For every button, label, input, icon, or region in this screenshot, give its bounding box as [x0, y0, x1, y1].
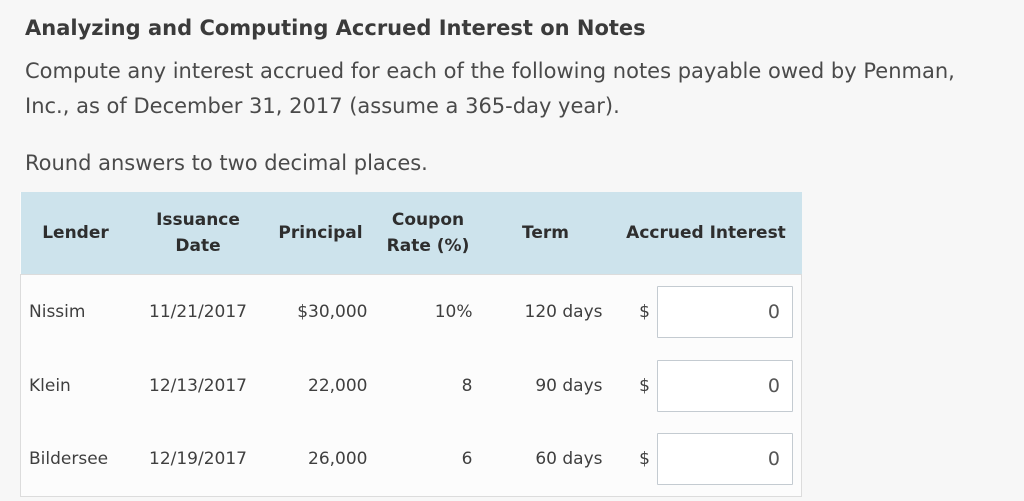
term-cell: 90 days — [535, 375, 603, 396]
table-row: Bildersee 12/19/2017 26,000 6 60 days $ — [21, 423, 802, 497]
table-header-row: Lender Issuance Date Principal Coupon Ra… — [20, 192, 802, 275]
header-accrued-interest: Accrued Interest — [610, 192, 802, 275]
header-coupon-rate: Coupon Rate (%) — [375, 192, 481, 275]
accrued-interest-input[interactable] — [657, 285, 793, 338]
rounding-instruction: Round answers to two decimal places. — [25, 151, 428, 175]
lender-cell: Klein — [29, 375, 71, 396]
principal-cell: 26,000 — [308, 449, 368, 470]
term-cell: 60 days — [535, 449, 603, 470]
currency-symbol: $ — [639, 301, 650, 322]
lender-cell: Nissim — [29, 301, 86, 322]
issuance-date-cell: 12/19/2017 — [149, 449, 247, 470]
coupon-rate-cell: 8 — [461, 375, 473, 396]
coupon-rate-cell: 10% — [434, 301, 473, 322]
accrued-interest-cell: $ — [611, 349, 802, 423]
principal-cell: 22,000 — [308, 375, 368, 396]
issuance-date-cell: 11/21/2017 — [149, 301, 247, 322]
header-lender: Lender — [20, 192, 131, 275]
header-principal: Principal — [265, 192, 376, 275]
table-row: Nissim 11/21/2017 $30,000 10% 120 days $ — [21, 275, 802, 349]
exercise-description: Compute any interest accrued for each of… — [25, 59, 955, 118]
principal-cell: $30,000 — [297, 301, 368, 322]
header-issuance-date: Issuance Date — [130, 192, 266, 275]
accrued-interest-input[interactable] — [657, 433, 793, 486]
exercise-title: Analyzing and Computing Accrued Interest… — [25, 16, 646, 40]
lender-cell: Bildersee — [29, 449, 109, 470]
currency-symbol: $ — [639, 375, 650, 396]
accrued-interest-input[interactable] — [657, 359, 793, 412]
notes-payable-table: Lender Issuance Date Principal Coupon Ra… — [20, 192, 802, 497]
accrued-interest-cell: $ — [611, 423, 802, 497]
table-row: Klein 12/13/2017 22,000 8 90 days $ — [21, 349, 802, 423]
currency-symbol: $ — [639, 449, 650, 470]
accrued-interest-cell: $ — [611, 275, 802, 349]
term-cell: 120 days — [524, 301, 603, 322]
header-term: Term — [480, 192, 611, 275]
issuance-date-cell: 12/13/2017 — [149, 375, 247, 396]
coupon-rate-cell: 6 — [461, 449, 473, 470]
